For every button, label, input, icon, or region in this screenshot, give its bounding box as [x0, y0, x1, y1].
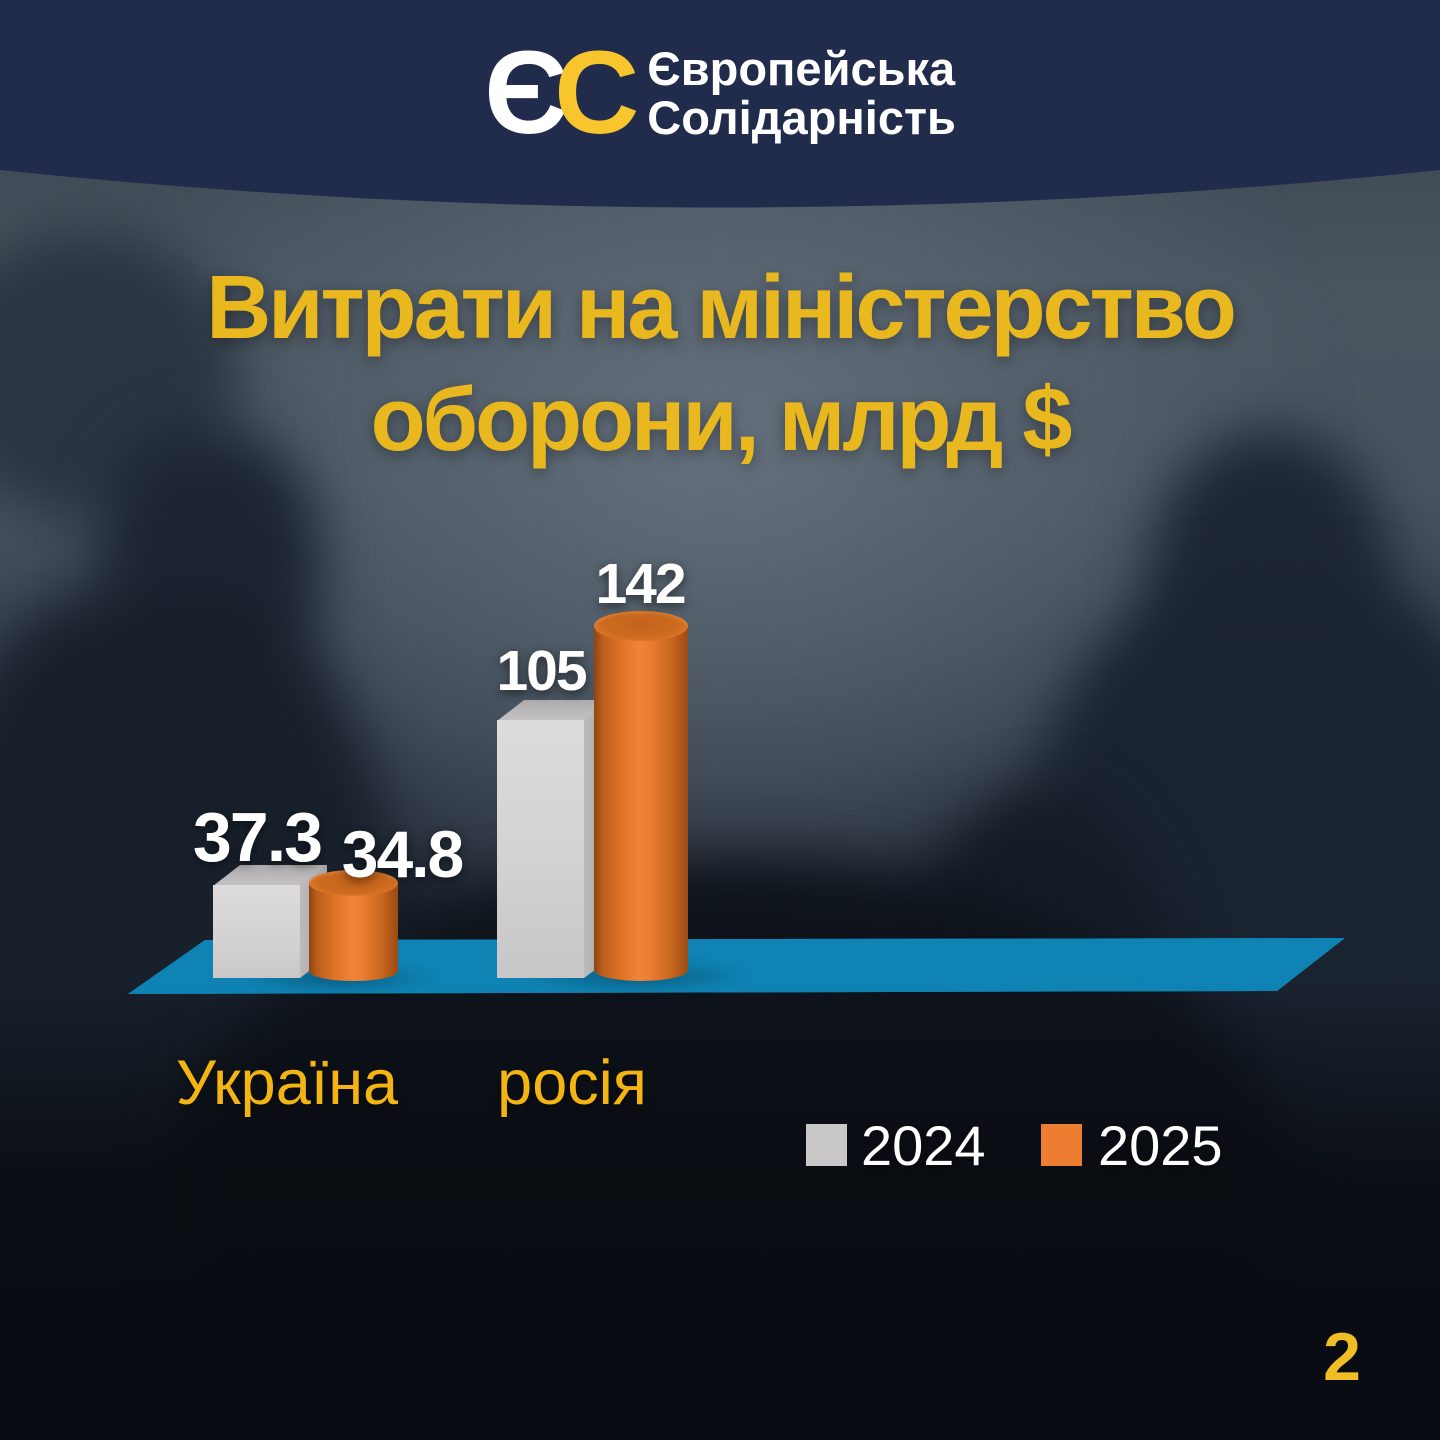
value-label-russia-2025: 142 [595, 552, 686, 616]
party-name-line2: Солідарність [647, 91, 956, 144]
bar-ukraine-2024-top-face [213, 865, 327, 886]
value-label-ukraine-2024: 37.3 [192, 798, 323, 876]
page-number: 2 [1323, 1319, 1361, 1395]
legend-swatch-2024 [806, 1124, 847, 1166]
bar-ukraine-2025-cylinder-body [309, 883, 398, 981]
bar-russia-2024-top-face [497, 700, 611, 721]
logo-letter-es-icon: С [554, 27, 639, 159]
category-label-ukraine: Україна [175, 1048, 399, 1118]
category-label-russia: росія [497, 1048, 647, 1118]
bar-russia-2025-cylinder-body [594, 626, 688, 981]
party-name-line1: Європейська [647, 42, 956, 95]
value-label-russia-2024: 105 [496, 639, 587, 703]
chart-title-line2: оборони, млрд $ [370, 370, 1073, 470]
bar-ukraine-2024-front-face [213, 885, 300, 978]
party-name: Європейська Солідарність [647, 44, 956, 142]
value-label-ukraine-2025: 34.8 [341, 817, 464, 891]
background-bottom-vignette [0, 980, 1440, 1440]
chart-title-line1: Витрати на міністерство [206, 258, 1237, 358]
party-logo: Є С Європейська Солідарність [0, 34, 1440, 152]
legend-swatch-2025 [1041, 1124, 1082, 1166]
bar-ukraine-2025-cylinder-top [309, 870, 398, 896]
bar-russia-2025-cylinder-top [594, 611, 688, 641]
legend-label-2025: 2025 [1098, 1114, 1223, 1177]
legend-label-2024: 2024 [861, 1114, 986, 1177]
logo-letter-ye-icon: Є [484, 27, 568, 159]
bar-russia-2024-front-face [497, 720, 584, 978]
logo-ec-mark: Є С [484, 27, 639, 159]
chart-title: Витрати на міністерство оборони, млрд $ [0, 252, 1440, 476]
header-band [0, 0, 1440, 208]
